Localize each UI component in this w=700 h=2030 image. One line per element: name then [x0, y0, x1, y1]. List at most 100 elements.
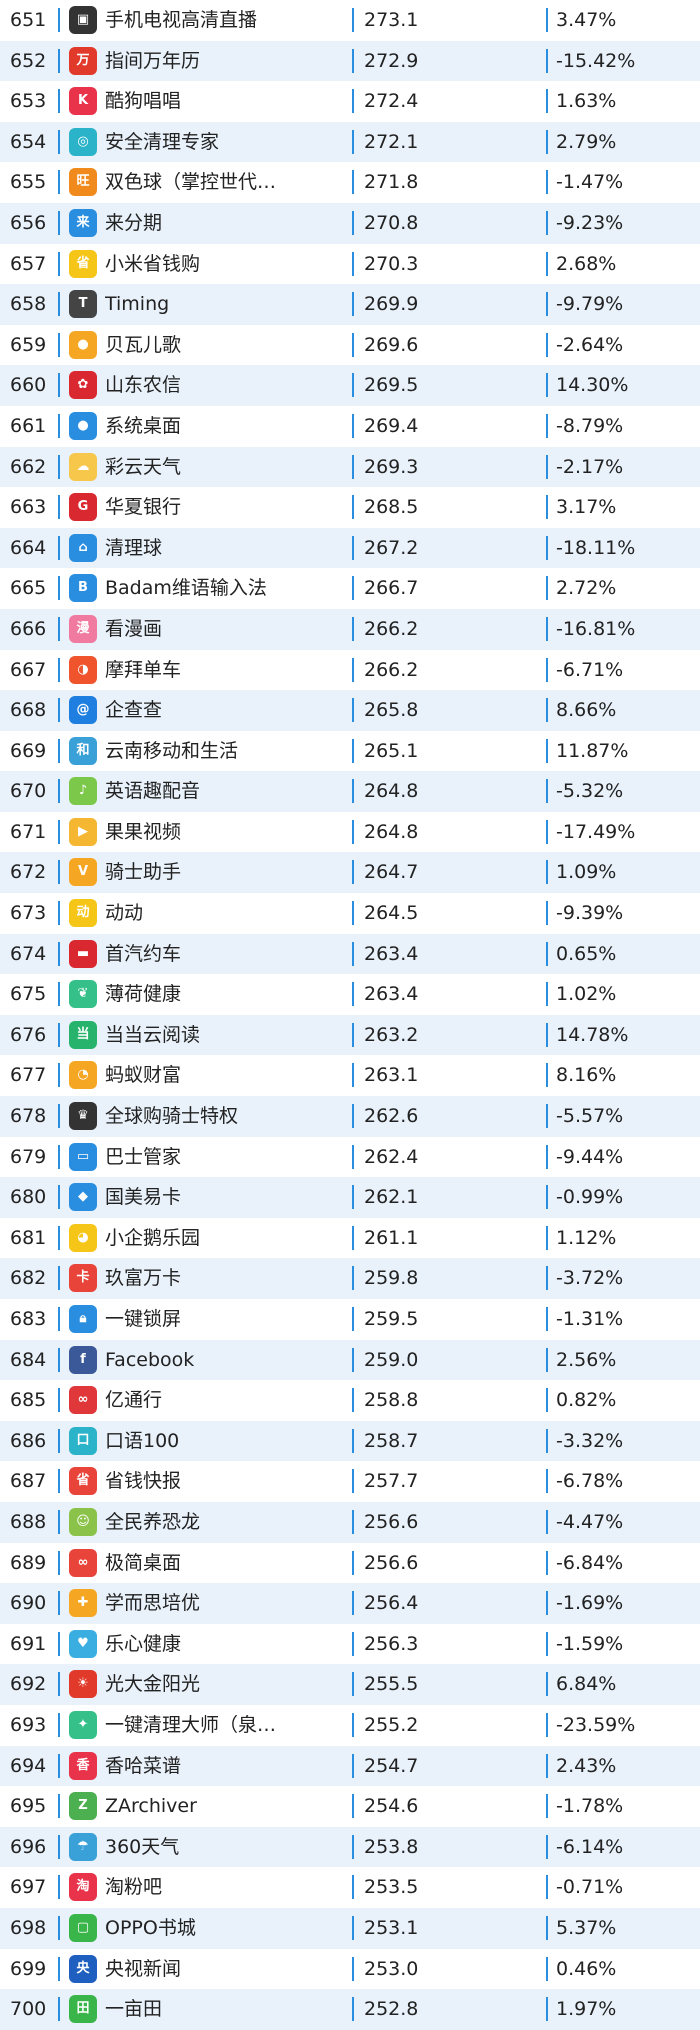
change-cell: -2.64% [556, 333, 624, 356]
column-divider [58, 535, 60, 560]
table-row: 696 ☂ 360天气 253.8 -6.14% [0, 1826, 700, 1868]
table-row: 691 ♥ 乐心健康 256.3 -1.59% [0, 1623, 700, 1665]
rank-cell: 668 [10, 699, 47, 722]
education-icon: ✚ [69, 1589, 97, 1618]
app-name: 全球购骑士特权 [105, 1105, 239, 1128]
change-cell: -3.72% [556, 1267, 624, 1290]
rank-cell: 664 [10, 536, 47, 559]
column-divider [546, 170, 548, 195]
rank-cell: 666 [10, 617, 47, 640]
calendar-icon: 万 [69, 46, 97, 75]
change-cell: -6.14% [556, 1835, 624, 1858]
column-divider [352, 1591, 354, 1616]
column-divider [58, 210, 60, 235]
change-cell: 0.46% [556, 1957, 617, 1980]
rank-cell: 677 [10, 1064, 47, 1087]
column-divider [546, 454, 548, 479]
rank-cell: 686 [10, 1429, 47, 1452]
change-cell: -9.79% [556, 293, 624, 316]
column-divider [352, 1915, 354, 1940]
value-cell: 259.0 [364, 1348, 419, 1371]
column-divider [58, 616, 60, 641]
column-divider [352, 1794, 354, 1819]
table-row: 674 ▬ 首汽约车 263.4 0.65% [0, 933, 700, 975]
table-row: 682 卡玖富万卡 259.8 -3.72% [0, 1258, 700, 1299]
column-divider [546, 1672, 548, 1697]
column-divider [58, 1712, 60, 1737]
column-divider [546, 1550, 548, 1575]
cctv-news-icon: 央 [69, 1954, 97, 1983]
launcher-icon: ● [69, 411, 97, 440]
app-name: 彩云天气 [105, 455, 182, 478]
column-divider [546, 1631, 548, 1656]
change-cell: 11.87% [556, 739, 629, 762]
app-name: 小米省钱购 [105, 252, 201, 275]
value-cell: 264.7 [364, 861, 419, 884]
column-divider [352, 373, 354, 398]
table-row: 653 K 酷狗唱唱 272.4 1.63% [0, 81, 700, 122]
table-row: 692 ☀ 光大金阳光 255.5 6.84% [0, 1664, 700, 1705]
reading-icon: 当 [69, 1020, 97, 1049]
knight-icon: V [69, 858, 97, 887]
change-cell: -1.31% [556, 1308, 624, 1330]
column-divider [352, 170, 354, 195]
app-name: 果果视频 [105, 820, 182, 843]
value-cell: 256.4 [364, 1592, 419, 1615]
app-name: 手机电视高清直播 [105, 9, 258, 31]
kids-song-icon: ● [69, 330, 97, 359]
ant-fortune-icon: ◔ [69, 1061, 97, 1090]
column-divider [546, 901, 548, 926]
value-cell: 254.6 [364, 1795, 419, 1818]
app-name: 国美易卡 [105, 1186, 182, 1209]
column-divider [546, 982, 548, 1007]
table-row: 669 和云南移动和生活 265.1 11.87% [0, 730, 700, 772]
column-divider [352, 48, 354, 73]
facebook-icon: f [69, 1345, 97, 1374]
value-cell: 262.1 [364, 1186, 419, 1209]
column-divider [546, 1266, 548, 1291]
table-row: 660 ✿ 山东农信 269.5 14.30% [0, 365, 700, 406]
timing-icon: T [69, 290, 97, 319]
archive-icon: Z [69, 1792, 97, 1821]
rank-cell: 660 [10, 374, 47, 397]
app-name: 玖富万卡 [105, 1267, 182, 1290]
column-divider [58, 1956, 60, 1981]
table-row: 690 ✚ 学而思培优 256.4 -1.69% [0, 1583, 700, 1624]
column-divider [352, 657, 354, 682]
column-divider [58, 1225, 60, 1250]
value-cell: 269.4 [364, 414, 419, 437]
rank-cell: 694 [10, 1754, 47, 1777]
change-cell: 2.72% [556, 577, 617, 600]
column-divider [352, 8, 354, 32]
column-divider [58, 1550, 60, 1575]
column-divider [58, 1834, 60, 1859]
column-divider [58, 1469, 60, 1494]
app-name: 一亩田 [105, 1998, 163, 2021]
change-cell: -6.78% [556, 1470, 624, 1493]
column-divider [546, 251, 548, 276]
column-divider [352, 332, 354, 357]
rank-cell: 658 [10, 293, 47, 316]
app-name: 乐心健康 [105, 1632, 182, 1655]
value-cell: 259.5 [364, 1308, 419, 1330]
app-name: 英语趣配音 [105, 780, 201, 803]
table-row: 684 f Facebook 259.0 2.56% [0, 1339, 700, 1381]
bus-icon: ▭ [69, 1142, 97, 1171]
speaking-icon: 口 [69, 1426, 97, 1455]
column-divider [546, 1022, 548, 1047]
change-cell: -15.42% [556, 49, 636, 72]
app-name: 蚂蚁财富 [105, 1064, 182, 1087]
app-name: 香哈菜谱 [105, 1754, 182, 1777]
table-row: 657 省小米省钱购 270.3 2.68% [0, 243, 700, 285]
app-name: 央视新闻 [105, 1957, 182, 1980]
column-divider [352, 1428, 354, 1453]
value-cell: 271.8 [364, 171, 419, 194]
rank-cell: 662 [10, 455, 47, 478]
kugou-sing-icon: K [69, 87, 97, 116]
rank-cell: 688 [10, 1510, 47, 1533]
app-name: 山东农信 [105, 374, 182, 397]
rank-cell: 685 [10, 1389, 47, 1412]
table-row: 676 当当当云阅读 263.2 14.78% [0, 1014, 700, 1056]
column-divider [58, 1875, 60, 1900]
column-divider [546, 779, 548, 804]
